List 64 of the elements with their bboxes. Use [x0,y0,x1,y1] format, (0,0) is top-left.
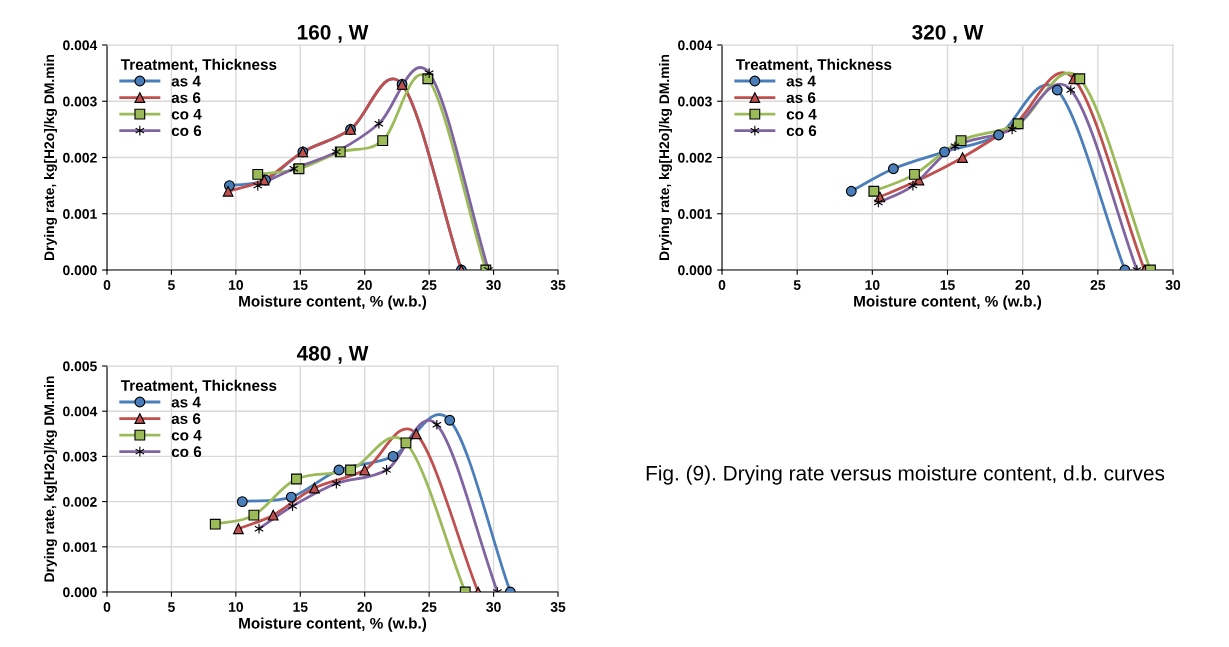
y-tick-label: 0.003 [63,451,97,462]
x-axis-title: Moisture content, % (w.b.) [239,617,427,632]
legend-title: Treatment, Thickness [735,58,892,73]
x-tick-label: 25 [421,280,437,290]
legend-label: as 4 [171,396,201,408]
y-axis-title: Drying rate, kg[H2o]/kg DM.min [43,376,57,582]
x-tick-label: 10 [229,280,244,290]
y-tick-label: 0.004 [63,406,98,417]
legend-label: as 4 [786,75,816,87]
x-tick-label: 0 [103,602,111,612]
x-axis-title: Moisture content, % (w.b.) [239,295,427,310]
legend-label: co 4 [171,108,202,120]
legend-label: as 4 [171,75,201,87]
x-tick-label: 0 [718,280,726,290]
x-tick-label: 20 [357,280,372,290]
x-tick-label: 10 [229,602,244,612]
y-tick-label: 0.004 [678,40,713,51]
x-tick-label: 15 [940,280,955,290]
text: Fig. (9). Drying rate versus moisture content, d.b. curves [646,465,1165,485]
y-axis-title: Drying rate, kg[H2o]/kg DM.min [43,54,57,260]
legend-label: co 6 [786,125,817,137]
legend-label: as 6 [171,92,201,104]
y-tick-label: 0.000 [63,265,97,276]
y-axis-title: Drying rate, kg[H2o]/kg DM.min [658,54,672,260]
x-tick-label: 5 [167,280,175,290]
x-tick-label: 20 [357,602,372,612]
x-tick-label: 15 [293,280,308,290]
y-tick-label: 0.002 [678,152,712,163]
x-tick-label: 5 [167,602,175,612]
x-tick-label: 35 [550,280,566,290]
legend-label: co 4 [171,429,202,441]
chart-title: 320 , W [912,24,984,43]
y-tick-label: 0.000 [63,587,97,598]
y-tick-label: 0.000 [678,265,712,276]
y-tick-label: 0.002 [63,152,97,163]
y-tick-label: 0.004 [63,40,98,51]
chart-title: 480 , W [296,345,369,364]
x-tick-label: 25 [421,602,437,612]
y-tick-label: 0.002 [63,496,97,507]
legend-label: co 6 [171,446,202,458]
y-tick-label: 0.003 [678,96,712,107]
x-tick-label: 30 [486,602,501,612]
y-tick-label: 0.001 [678,209,712,219]
legend-label: as 6 [171,413,201,425]
y-tick-label: 0.003 [63,96,97,107]
x-tick-label: 5 [793,280,801,290]
y-tick-label: 0.001 [63,542,97,552]
legend-label: co 6 [171,125,202,137]
x-tick-label: 30 [1165,280,1181,290]
x-tick-label: 0 [103,280,111,290]
x-tick-label: 20 [1015,280,1030,290]
x-axis-title: Moisture content, % (w.b.) [854,295,1042,310]
y-tick-label: 0.005 [63,361,97,372]
legend-label: as 6 [786,92,816,104]
x-tick-label: 35 [550,602,566,612]
x-tick-label: 10 [865,280,880,290]
legend-label: co 4 [786,108,817,120]
y-tick-label: 0.001 [63,209,97,219]
chart-title: 160 , W [297,24,369,43]
x-tick-label: 30 [486,280,501,290]
legend-title: Treatment, Thickness [120,58,277,73]
x-tick-label: 25 [1090,280,1106,290]
x-tick-label: 15 [293,602,308,612]
legend-title: Treatment, Thickness [120,379,277,394]
